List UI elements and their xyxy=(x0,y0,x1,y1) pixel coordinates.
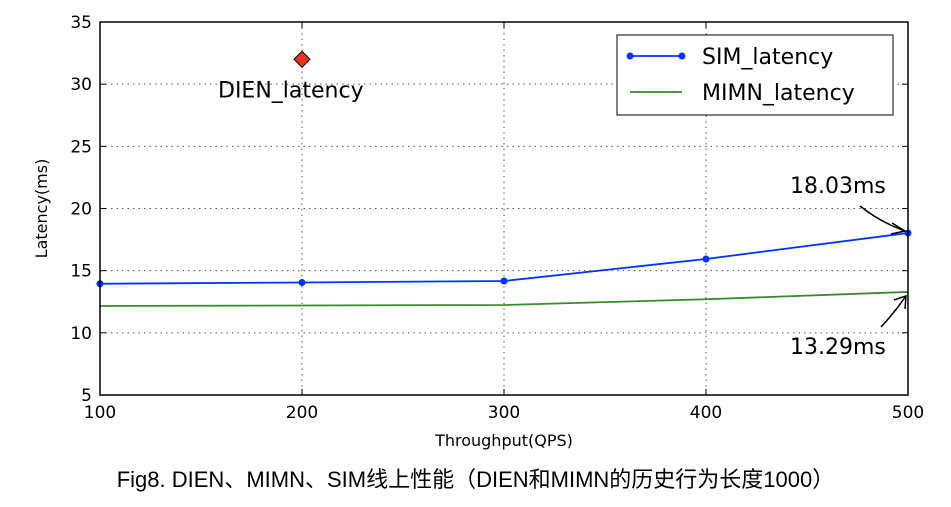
legend-marker xyxy=(626,52,634,60)
arrowhead-mimn xyxy=(893,294,907,309)
figure-caption: Fig8. DIEN、MIMN、SIM线上性能（DIEN和MIMN的历史行为长度… xyxy=(116,467,835,492)
arrowhead-sim xyxy=(890,222,907,235)
x-axis-label: Throughput(QPS) xyxy=(434,431,573,450)
x-tick-label: 100 xyxy=(84,403,116,423)
dien-point xyxy=(293,50,311,69)
data-point-SIM_latency xyxy=(702,255,710,263)
y-tick-label: 5 xyxy=(81,386,92,406)
legend-marker xyxy=(678,52,686,60)
legend-label-MIMN_latency: MIMN_latency xyxy=(702,81,855,106)
annotation-mimn: 13.29ms xyxy=(790,335,886,360)
annotation-sim: 18.03ms xyxy=(790,174,886,199)
data-point-SIM_latency xyxy=(298,278,306,286)
dien-label: DIEN_latency xyxy=(218,78,364,103)
y-tick-label: 20 xyxy=(70,200,92,220)
legend-box xyxy=(616,34,894,116)
y-axis-label: Latency(ms) xyxy=(32,159,51,259)
x-tick-label: 500 xyxy=(892,403,924,423)
y-tick-label: 35 xyxy=(70,13,92,33)
x-tick-label: 400 xyxy=(690,403,722,423)
y-tick-label: 15 xyxy=(70,262,92,282)
y-tick-label: 10 xyxy=(70,324,92,344)
annotation-arrow-mimn xyxy=(880,295,907,328)
data-point-SIM_latency xyxy=(500,277,508,285)
x-tick-label: 300 xyxy=(488,403,520,423)
y-tick-label: 25 xyxy=(70,137,92,157)
x-tick-label: 200 xyxy=(286,403,318,423)
latency-chart: 5 10 15 20 25 30 35 100 200 300 400 500 Throughput(Q… xyxy=(32,13,924,450)
y-tick-label: 30 xyxy=(70,75,92,95)
annotation-arrow-sim xyxy=(859,205,906,232)
legend-label-SIM_latency: SIM_latency xyxy=(702,45,833,70)
plot-frame xyxy=(99,21,909,396)
series-line-MIMN_latency xyxy=(99,291,909,307)
